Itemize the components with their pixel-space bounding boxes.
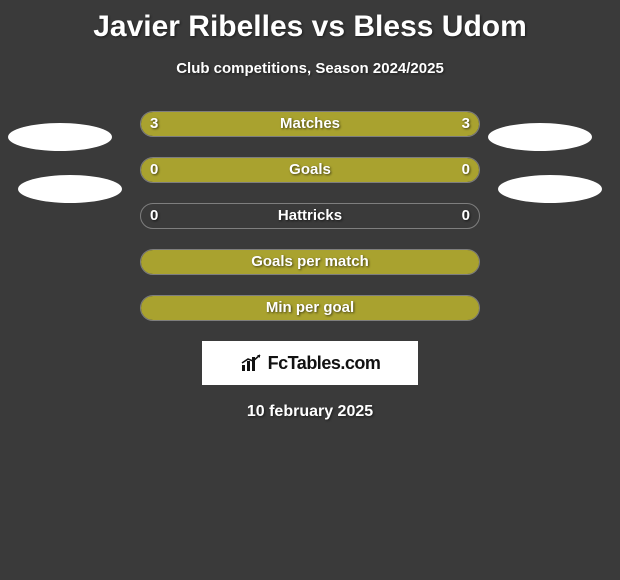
page-date: 10 february 2025 [0, 403, 620, 421]
value-left: 0 [150, 203, 190, 229]
value-right: 0 [430, 203, 470, 229]
brand-text: FcTables.com [268, 353, 381, 374]
value-left: 0 [150, 157, 190, 183]
decorative-ellipse [498, 175, 602, 203]
decorative-ellipse [8, 123, 112, 151]
value-right: 3 [430, 111, 470, 137]
bar-track [140, 111, 480, 137]
page-title: Javier Ribelles vs Bless Udom [0, 0, 620, 44]
value-right: 0 [430, 157, 470, 183]
chart-icon [240, 353, 264, 373]
stat-row: Min per goal [0, 295, 620, 321]
stat-row: Hattricks00 [0, 203, 620, 229]
stat-row: Goals per match [0, 249, 620, 275]
decorative-ellipse [488, 123, 592, 151]
bar-track [140, 203, 480, 229]
brand-box: FcTables.com [202, 341, 418, 385]
decorative-ellipse [18, 175, 122, 203]
page-subtitle: Club competitions, Season 2024/2025 [0, 60, 620, 77]
bar-track [140, 295, 480, 321]
bar-track [140, 157, 480, 183]
bar-fill-left [141, 296, 479, 320]
value-left: 3 [150, 111, 190, 137]
bar-track [140, 249, 480, 275]
bar-fill-left [141, 250, 479, 274]
